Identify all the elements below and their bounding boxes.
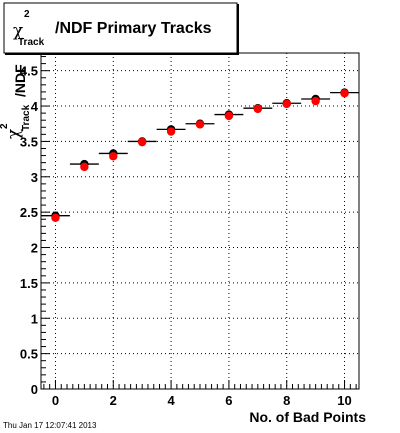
- red-data-point: [80, 162, 89, 172]
- title-subscript: Track: [18, 37, 45, 48]
- red-data-point: [224, 111, 234, 121]
- y-title-suffix: /NDF: [12, 64, 28, 97]
- y-tick-label: 1.5: [20, 276, 38, 291]
- y-title-chi-symbol: χ: [4, 129, 24, 139]
- y-tick-label: 0.5: [20, 347, 38, 362]
- x-tick-label: 6: [225, 393, 232, 408]
- y-tick-label: 1: [31, 311, 38, 326]
- y-tick-label: 0: [31, 382, 38, 397]
- red-data-point: [137, 137, 147, 147]
- red-data-point: [253, 104, 263, 114]
- y-tick-label: 2: [31, 241, 38, 256]
- title-chi-symbol: χ: [13, 21, 23, 41]
- x-axis-ticks: 0 2 4 6 8 10: [43, 380, 357, 408]
- title-superscript: 2: [24, 9, 30, 20]
- chart-title: /NDF Primary Tracks: [55, 20, 212, 37]
- x-tick-label: 8: [283, 393, 290, 408]
- red-data-point: [282, 99, 291, 109]
- red-data-point: [51, 213, 60, 223]
- plot-frame: [40, 52, 360, 390]
- x-tick-label: 2: [110, 393, 117, 408]
- y-tick-label: 4.5: [20, 64, 38, 79]
- y-title-subscript: Track: [21, 104, 32, 131]
- x-tick-label: 4: [167, 393, 175, 408]
- grid-lines: [41, 53, 359, 389]
- y-tick-label: 4: [31, 99, 39, 114]
- x-tick-label: 10: [337, 393, 351, 408]
- red-data-point: [109, 152, 118, 161]
- chart-title-box: χ 2 Track /NDF Primary Tracks: [3, 2, 239, 55]
- red-data-point: [195, 120, 205, 129]
- red-data-point: [166, 127, 176, 136]
- y-tick-label: 3.5: [20, 134, 38, 149]
- x-axis-title: No. of Bad Points: [249, 409, 366, 425]
- red-data-point: [340, 89, 349, 98]
- y-tick-label: 2.5: [20, 205, 38, 220]
- y-axis-ticks: 0 0.5 1 1.5 2 2.5 3 3.5 4 4.5: [20, 56, 50, 397]
- y-title-superscript: 2: [0, 123, 10, 129]
- red-data-point: [311, 96, 320, 106]
- y-tick-label: 3: [31, 170, 38, 185]
- y-axis-title: χ 2 Track /NDF: [0, 64, 32, 139]
- x-tick-label: 0: [52, 393, 59, 408]
- timestamp: Thu Jan 17 12:07:41 2013: [3, 421, 97, 430]
- data-series: [41, 88, 359, 223]
